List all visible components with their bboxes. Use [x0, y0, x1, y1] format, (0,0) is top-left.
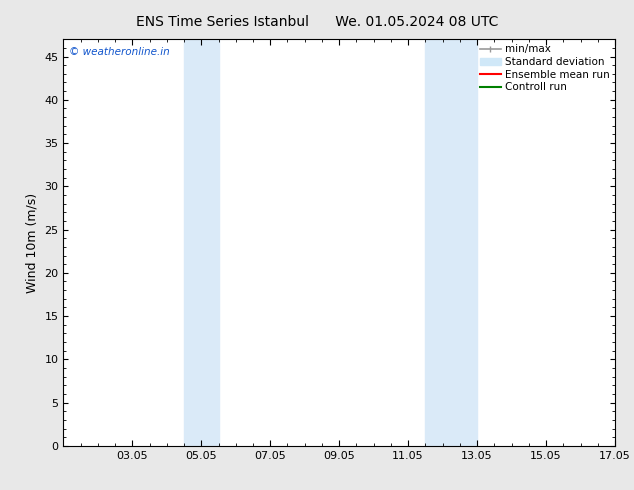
Text: © weatheronline.in: © weatheronline.in: [69, 48, 170, 57]
Bar: [184, 39, 219, 446]
Text: ENS Time Series Istanbul      We. 01.05.2024 08 UTC: ENS Time Series Istanbul We. 01.05.2024 …: [136, 15, 498, 29]
Legend: min/max, Standard deviation, Ensemble mean run, Controll run: min/max, Standard deviation, Ensemble me…: [478, 42, 612, 94]
Bar: [425, 39, 477, 446]
Y-axis label: Wind 10m (m/s): Wind 10m (m/s): [26, 193, 39, 293]
